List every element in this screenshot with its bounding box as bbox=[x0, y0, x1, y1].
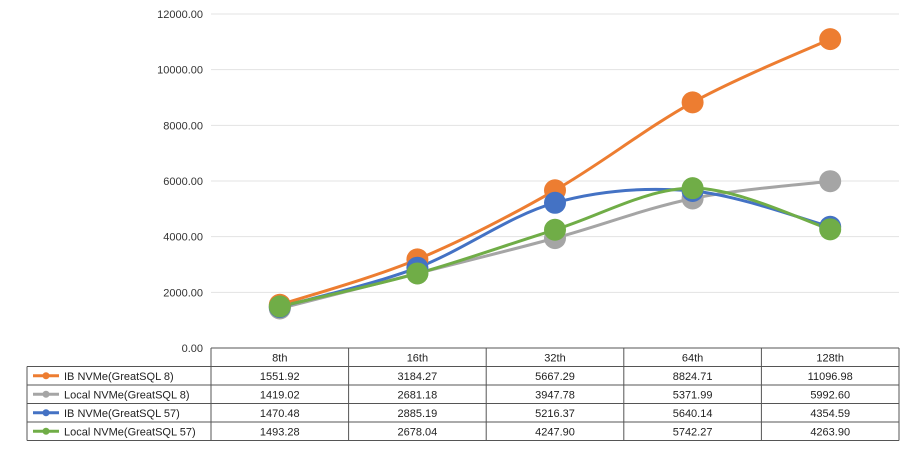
data-point bbox=[681, 177, 704, 200]
data-label: 2885.19 bbox=[398, 408, 438, 420]
data-label: 2678.04 bbox=[398, 426, 438, 438]
legend-entry: Local NVMe(GreatSQL 8) bbox=[64, 389, 190, 401]
legend-entry: IB NVMe(GreatSQL 57) bbox=[64, 408, 180, 420]
data-point bbox=[544, 191, 566, 214]
y-axis-ticks: 0.00 2000.00 4000.00 6000.00 8000.00 10000.00… bbox=[157, 9, 203, 355]
series-line-1 bbox=[278, 37, 832, 307]
legend-key-marker bbox=[42, 409, 50, 417]
category-label: 16th bbox=[407, 353, 428, 365]
data-label: 3947.78 bbox=[535, 389, 575, 401]
gridlines bbox=[211, 13, 899, 293]
data-label: 3184.27 bbox=[398, 371, 438, 383]
data-label: 1551.92 bbox=[260, 371, 300, 383]
legend-entry: IB NVMe(GreatSQL 8) bbox=[64, 371, 174, 383]
data-label: 5742.27 bbox=[673, 426, 713, 438]
category-label: 128th bbox=[816, 353, 844, 365]
series-lines bbox=[278, 37, 832, 311]
y-tick-label: 2000.00 bbox=[163, 287, 203, 299]
y-tick-label: 10000.00 bbox=[157, 65, 203, 77]
data-label: 4354.59 bbox=[810, 408, 850, 420]
data-label: 5371.99 bbox=[673, 389, 713, 401]
data-point bbox=[268, 295, 291, 318]
data-point bbox=[819, 218, 842, 241]
legend-key-marker bbox=[42, 390, 50, 398]
data-table: 8th 16th 32th 64th 128th IB NVMe(GreatSQL 8) 1… bbox=[26, 347, 900, 441]
y-tick-label: 12000.00 bbox=[157, 9, 203, 21]
data-label: 5992.60 bbox=[810, 389, 850, 401]
category-label: 64th bbox=[682, 353, 703, 365]
y-tick-label: 8000.00 bbox=[163, 120, 203, 132]
data-label: 2681.18 bbox=[398, 389, 438, 401]
data-label: 1470.48 bbox=[260, 408, 300, 420]
series-markers bbox=[268, 28, 842, 320]
data-point bbox=[819, 28, 842, 51]
data-point bbox=[681, 91, 704, 114]
data-point bbox=[544, 218, 566, 241]
category-label: 8th bbox=[272, 353, 287, 365]
data-label: 4247.90 bbox=[535, 426, 575, 438]
data-label: 5216.37 bbox=[535, 408, 575, 420]
data-label: 4263.90 bbox=[810, 426, 850, 438]
data-label: 1419.02 bbox=[260, 389, 300, 401]
y-tick-label: 6000.00 bbox=[163, 176, 203, 188]
legend-key-marker bbox=[42, 372, 50, 380]
data-label: 1493.28 bbox=[260, 426, 300, 438]
data-point bbox=[406, 262, 429, 285]
legend-entry: Local NVMe(GreatSQL 57) bbox=[64, 426, 196, 438]
data-label: 8824.71 bbox=[673, 371, 713, 383]
data-label: 5667.29 bbox=[535, 371, 575, 383]
y-tick-label: 0.00 bbox=[182, 343, 203, 355]
data-label: 5640.14 bbox=[673, 408, 713, 420]
legend-key-marker bbox=[42, 427, 50, 435]
y-tick-label: 4000.00 bbox=[163, 232, 203, 244]
data-label: 11096.98 bbox=[808, 371, 853, 383]
data-point bbox=[819, 170, 842, 193]
category-label: 32th bbox=[544, 353, 565, 365]
